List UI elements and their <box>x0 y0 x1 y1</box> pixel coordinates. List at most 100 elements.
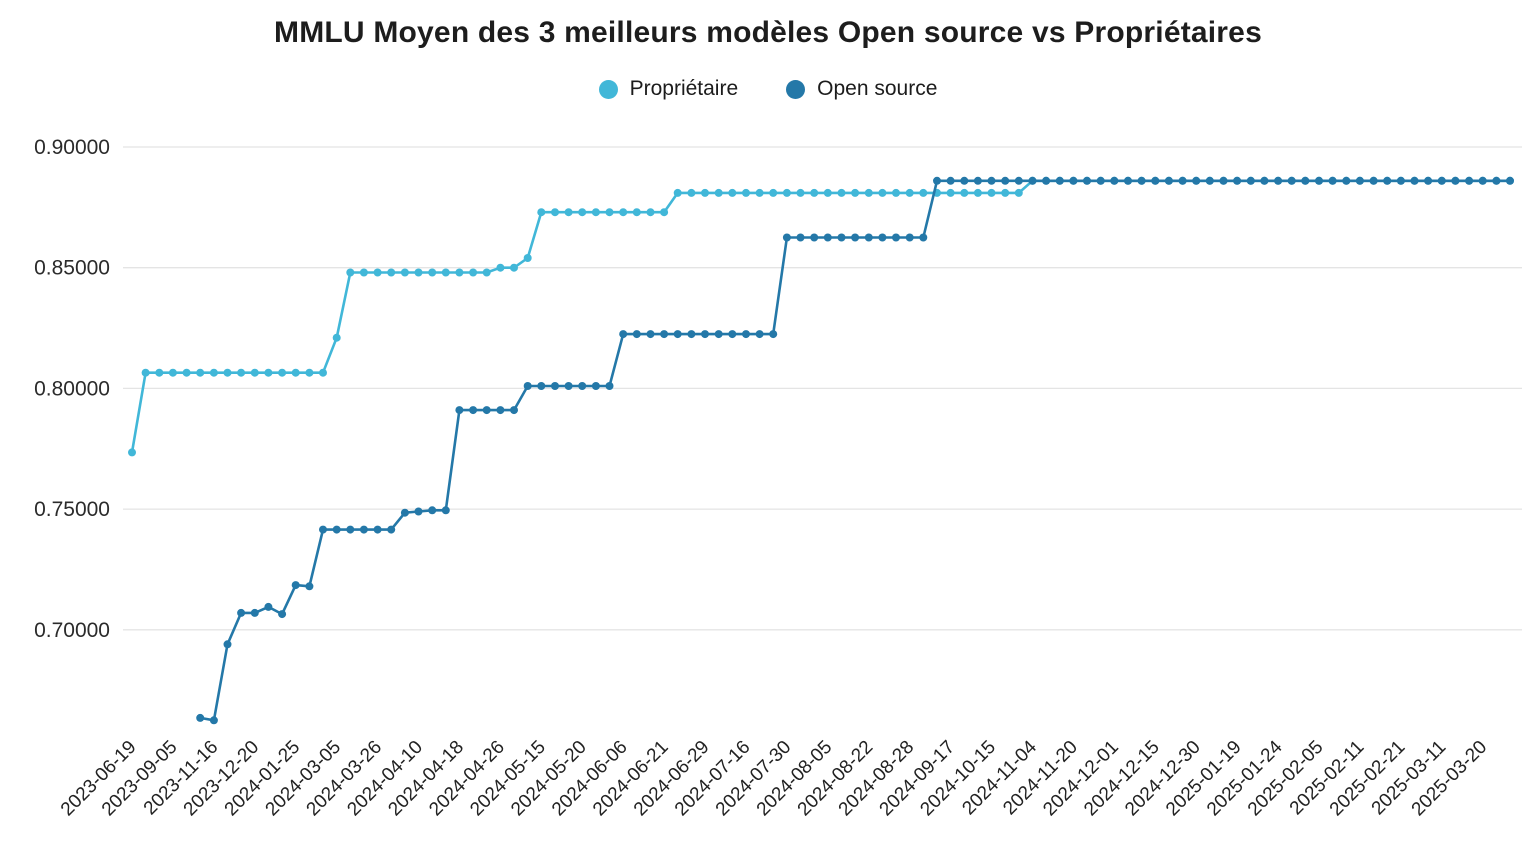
data-point <box>223 640 232 649</box>
data-point <box>660 330 669 339</box>
data-point <box>701 330 709 339</box>
data-point <box>810 188 819 197</box>
data-point <box>864 233 873 242</box>
data-point <box>250 368 259 377</box>
data-point <box>278 368 287 377</box>
data-point <box>1205 176 1214 185</box>
data-point <box>701 188 709 197</box>
data-point <box>523 254 532 262</box>
data-point <box>264 368 273 377</box>
data-point <box>305 582 314 591</box>
data-point <box>141 368 150 377</box>
data-point <box>782 188 791 197</box>
data-point <box>728 188 737 197</box>
data-point <box>441 506 450 515</box>
data-point <box>1328 176 1337 185</box>
data-point <box>878 233 887 242</box>
data-point <box>905 188 914 197</box>
data-point <box>728 330 737 339</box>
data-point <box>660 208 669 217</box>
data-point <box>973 188 982 197</box>
data-point <box>373 268 382 277</box>
data-point <box>1260 176 1269 185</box>
data-point <box>1396 176 1405 185</box>
data-point <box>946 176 955 185</box>
data-point <box>414 268 423 277</box>
data-point <box>1055 176 1064 185</box>
data-point <box>455 268 464 277</box>
data-point <box>1178 176 1187 185</box>
data-point <box>237 608 246 617</box>
data-point <box>1246 176 1255 185</box>
data-point <box>673 330 682 339</box>
data-point <box>1151 176 1160 185</box>
data-point <box>1315 176 1323 185</box>
data-point <box>496 263 505 272</box>
data-point <box>1028 176 1037 185</box>
data-point <box>1287 176 1296 185</box>
data-point <box>837 233 846 242</box>
data-point <box>223 368 232 377</box>
data-point <box>196 713 205 722</box>
data-point <box>209 368 218 377</box>
data-point <box>155 368 164 377</box>
y-axis-tick-label: 0.90000 <box>34 136 110 159</box>
legend-item-open-source[interactable]: Open source <box>786 77 937 101</box>
data-point <box>1410 176 1419 185</box>
data-point <box>987 176 996 185</box>
legend-item-proprietaire[interactable]: Propriétaire <box>598 77 739 101</box>
data-point <box>851 188 860 197</box>
data-point <box>714 188 723 197</box>
data-point <box>346 525 355 534</box>
data-point <box>1492 176 1501 185</box>
legend-label-proprietaire: Propriétaire <box>629 77 739 100</box>
data-point <box>1465 176 1474 185</box>
data-point <box>742 330 750 339</box>
data-point <box>1083 176 1091 185</box>
series-line <box>198 179 1512 722</box>
data-point <box>810 233 819 242</box>
data-point <box>1096 176 1105 185</box>
data-point <box>755 330 764 339</box>
data-point <box>892 188 900 197</box>
y-axis-tick-label: 0.80000 <box>34 377 110 400</box>
data-point <box>482 268 491 277</box>
y-axis-tick-label: 0.85000 <box>34 257 110 280</box>
data-point <box>564 382 573 390</box>
data-point <box>782 233 791 242</box>
data-point <box>1014 176 1023 185</box>
data-point <box>1355 176 1364 185</box>
data-point <box>319 525 327 534</box>
data-point <box>605 382 614 390</box>
data-point <box>510 263 518 272</box>
data-point <box>837 188 846 197</box>
data-point <box>469 406 478 415</box>
data-point <box>755 188 764 197</box>
data-point <box>278 610 287 619</box>
data-point <box>619 330 628 339</box>
data-point <box>796 233 805 242</box>
data-point <box>905 233 914 242</box>
data-point <box>960 188 969 197</box>
data-point <box>742 188 750 197</box>
data-point <box>182 368 191 377</box>
data-point <box>237 368 246 377</box>
data-point <box>769 330 778 339</box>
data-point <box>168 368 177 377</box>
data-point <box>196 368 205 377</box>
data-point <box>796 188 805 197</box>
data-point <box>769 188 778 197</box>
data-point <box>264 602 273 611</box>
data-point <box>537 382 546 390</box>
data-point <box>332 333 341 342</box>
data-point <box>1001 188 1010 197</box>
data-point <box>359 525 368 534</box>
data-point <box>605 208 614 217</box>
data-point <box>1437 176 1446 185</box>
data-point <box>250 608 259 617</box>
data-point <box>1042 176 1051 185</box>
data-point <box>346 268 355 277</box>
data-point <box>823 188 832 197</box>
data-point <box>619 208 628 217</box>
